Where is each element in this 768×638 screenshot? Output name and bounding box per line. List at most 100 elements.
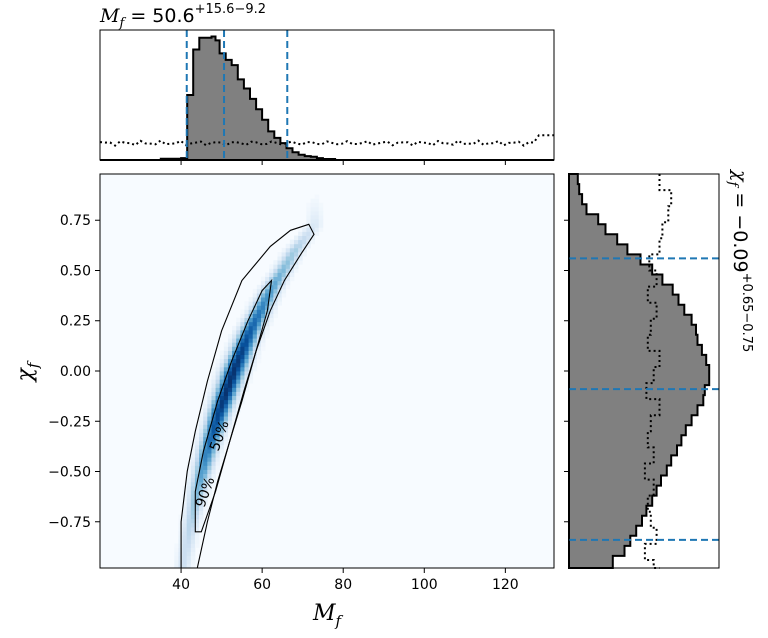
heatmap-cell — [310, 210, 316, 216]
chif-title-base: χ — [729, 168, 751, 183]
heatmap-cell — [199, 448, 204, 454]
heatmap-cell — [298, 227, 303, 232]
heatmap-cell — [265, 272, 270, 277]
heatmap-cell — [194, 428, 200, 433]
heatmap-cell — [273, 276, 278, 282]
heatmap-cell — [244, 366, 249, 372]
heatmap-cell — [293, 268, 299, 273]
heatmap-cell — [199, 453, 204, 458]
heatmap-cell — [203, 502, 208, 507]
heatmap-cell — [273, 293, 278, 298]
heatmap-cell — [248, 342, 254, 347]
heatmap-cell — [219, 436, 225, 442]
heatmap-cell — [281, 260, 287, 265]
heatmap-cell — [190, 535, 196, 540]
y-tick-label: 0.00 — [60, 364, 91, 380]
heatmap-cell — [182, 531, 188, 536]
heatmap-cell — [219, 362, 225, 368]
heatmap-cell — [186, 465, 192, 470]
heatmap-cell — [203, 457, 208, 462]
heatmap-cell — [186, 506, 192, 511]
heatmap-cell — [219, 412, 225, 417]
heatmap-cell — [223, 379, 229, 384]
heatmap-cell — [277, 297, 282, 302]
heatmap-cell — [190, 448, 196, 454]
heatmap-cell — [194, 461, 200, 466]
heatmap-cell — [240, 383, 245, 388]
heatmap-cell — [281, 247, 287, 253]
joint-axis-ticks: 40 60 80 100 120 0.75 0.50 0.25 0.00 −0.25 −0.50 −0… — [48, 213, 519, 593]
heatmap-cell — [244, 313, 249, 319]
heatmap-cell — [203, 420, 208, 425]
heatmap-cell — [269, 313, 274, 319]
heatmap-cell — [240, 338, 245, 343]
heatmap-cell — [248, 317, 254, 323]
heatmap-cell — [211, 428, 216, 433]
heatmap-cell — [269, 309, 274, 314]
heatmap-cell — [236, 371, 241, 376]
heatmap-cell — [232, 371, 237, 376]
heatmap-cell — [207, 383, 212, 388]
heatmap-cell — [248, 354, 254, 360]
heatmap-cell — [174, 551, 179, 557]
heatmap-cell — [190, 461, 196, 466]
heatmap-cell — [178, 514, 183, 520]
mf-posterior-histogram — [100, 35, 554, 161]
heatmap-cell — [203, 428, 208, 433]
heatmap-cell — [190, 510, 196, 516]
heatmap-cell — [186, 502, 192, 507]
heatmap-cell — [240, 362, 245, 368]
heatmap-cell — [207, 444, 212, 450]
heatmap-cell — [227, 432, 233, 438]
heatmap-cell — [318, 215, 324, 220]
heatmap-cell — [265, 293, 270, 298]
heatmap-cell — [244, 350, 249, 355]
heatmap-cell — [252, 309, 258, 314]
heatmap-cell — [215, 391, 221, 397]
heatmap-cell — [232, 329, 237, 335]
heatmap-cell — [186, 535, 192, 540]
heatmap-cell — [232, 407, 237, 413]
heatmap-cell — [273, 264, 278, 269]
heatmap-cell — [174, 559, 179, 565]
heatmap-cell — [211, 391, 216, 397]
heatmap-cell — [203, 498, 208, 503]
heatmap-cell — [260, 313, 266, 319]
heatmap-cell — [199, 481, 204, 487]
heatmap-cell — [240, 387, 245, 392]
heatmap-cell — [240, 346, 245, 351]
heatmap-cell — [215, 428, 221, 433]
heatmap-cell — [240, 354, 245, 360]
heatmap-cell — [289, 260, 295, 265]
heatmap-cell — [207, 387, 212, 392]
heatmap-cell — [223, 424, 229, 429]
heatmap-cell — [289, 243, 295, 249]
heatmap-cell — [273, 305, 278, 310]
heatmap-cell — [190, 494, 196, 499]
heatmap-cell — [248, 334, 254, 339]
heatmap-cell — [207, 473, 212, 479]
heatmap-cell — [248, 338, 254, 343]
mf-title-lower: −9.2 — [234, 2, 266, 17]
heatmap-cell — [227, 391, 233, 397]
heatmap-cell — [248, 375, 254, 380]
heatmap-cell — [215, 420, 221, 425]
heatmap-cell — [223, 428, 229, 433]
heatmap-cell — [236, 358, 241, 364]
heatmap-cell — [310, 231, 316, 236]
heatmap-cell — [244, 387, 249, 392]
heatmap-cell — [298, 243, 303, 249]
heatmap-cell — [219, 432, 225, 438]
heatmap-cell — [306, 227, 311, 232]
heatmap-cell — [227, 375, 233, 380]
heatmap-cell — [265, 313, 270, 319]
heatmap-cell — [211, 477, 216, 483]
heatmap-cell — [182, 510, 188, 516]
heatmap-cell — [232, 342, 237, 347]
heatmap-cell — [240, 325, 245, 331]
heatmap-cell — [186, 490, 192, 495]
heatmap-cell — [211, 371, 216, 376]
heatmap-cell — [298, 239, 303, 245]
heatmap-cell — [227, 346, 233, 351]
heatmap-cell — [190, 502, 196, 507]
